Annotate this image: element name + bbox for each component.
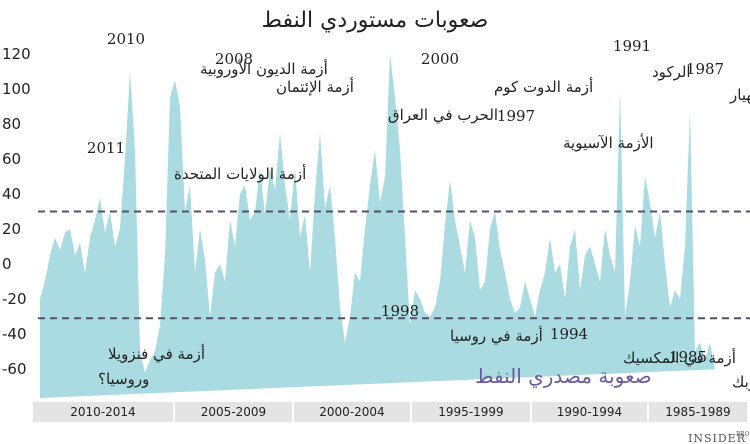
y-tick-label: 60 — [2, 150, 21, 168]
annotation-label: وروسيا؟ — [98, 370, 149, 388]
period-bar: 2010-2014 2005-2009 2000-2004 1995-1999 1990… — [33, 402, 747, 422]
annotation-label: أزمة الديون الأوروبية — [200, 59, 328, 78]
annotation-year: 1998 — [381, 302, 419, 320]
period-label: 1990-1994 — [557, 405, 622, 419]
annotation-year: 1985 — [669, 348, 707, 366]
y-tick-label: 0 — [2, 255, 12, 273]
y-tick-label: -40 — [2, 325, 27, 343]
area-series — [40, 54, 720, 398]
annotation-year: 2000 — [421, 50, 459, 68]
period-segment — [412, 402, 530, 422]
period-segment — [175, 402, 292, 422]
annotation-year: 2010 — [107, 30, 145, 48]
chart-title: صعوبات مستوردي النفط — [262, 8, 489, 33]
period-label: 1995-1999 — [438, 405, 503, 419]
y-tick-label: 100 — [2, 80, 31, 98]
annotation-label: المكسيك، أوبك — [732, 372, 750, 391]
annotation-year: 1991 — [613, 37, 651, 55]
period-segment — [33, 402, 173, 422]
annotation-label: الحرب في العراق — [388, 106, 498, 125]
brand-logo-sup: PRO — [736, 431, 750, 438]
annotation-label: الانهيار — [729, 86, 750, 104]
annotation-year: 1997 — [497, 107, 535, 125]
annotation-label: أزمة في فنزويلا — [108, 344, 205, 364]
annotation-label: الركود — [652, 63, 691, 81]
y-tick-label: 20 — [2, 220, 21, 238]
period-segment — [532, 402, 647, 422]
annotation-label: أزمة الإئتمان — [276, 77, 354, 96]
annotation-year: 2011 — [87, 139, 125, 157]
band-label: صعوبة مصدري النفط — [475, 364, 652, 389]
period-label: 2010-2014 — [70, 405, 135, 419]
period-segment — [649, 402, 747, 422]
period-label: 2005-2009 — [201, 405, 266, 419]
y-axis: 120 100 80 60 40 20 0 -20 -40 -60 — [2, 45, 31, 378]
brand-logo: INSIDER — [688, 432, 746, 444]
y-tick-label: 120 — [2, 45, 31, 63]
y-tick-label: 40 — [2, 185, 21, 203]
period-segment — [294, 402, 410, 422]
annotation-label: أزمة الولايات المتحدة — [174, 164, 306, 183]
annotation-year: 1987 — [686, 60, 724, 78]
annotation-label: أزمة في روسيا — [450, 326, 543, 346]
period-label: 2000-2004 — [319, 405, 384, 419]
y-tick-label: -60 — [2, 360, 27, 378]
annotation-label: الأزمة الآسيوية — [563, 133, 654, 152]
y-tick-label: 80 — [2, 115, 21, 133]
period-label: 1985-1989 — [665, 405, 730, 419]
y-tick-label: -20 — [2, 290, 27, 308]
annotation-label: أزمة في المكسيك — [623, 348, 736, 368]
annotation-year: 2008 — [215, 50, 253, 68]
annotation-year: 1994 — [550, 325, 588, 343]
annotation-label: أزمة الدوت كوم — [494, 77, 593, 96]
